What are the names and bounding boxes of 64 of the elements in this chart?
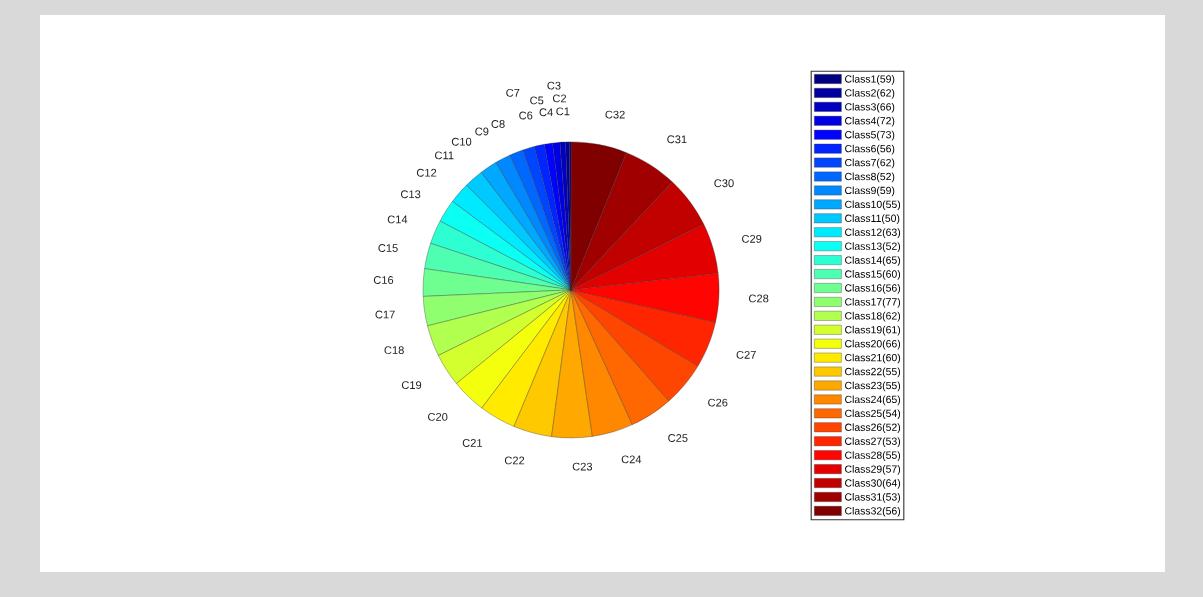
text: C24 bbox=[621, 455, 642, 464]
text: C13 bbox=[400, 190, 421, 199]
legend-label: Class24(65) bbox=[845, 395, 901, 406]
text: C16 bbox=[373, 276, 394, 284]
legend-label: Class10(55) bbox=[845, 200, 901, 211]
legend-label: Class27(53) bbox=[845, 437, 901, 447]
text: C31 bbox=[667, 135, 687, 144]
legend-label: Class5(73) bbox=[845, 130, 895, 141]
legend-label: Class4(72) bbox=[845, 116, 895, 127]
text: C23 bbox=[572, 462, 593, 471]
legend-label: Class19(61) bbox=[845, 325, 901, 336]
text: C5 bbox=[530, 96, 544, 105]
legend-label: Class31(53) bbox=[845, 492, 901, 503]
text: C11 bbox=[435, 151, 454, 160]
text: C8 bbox=[491, 120, 505, 128]
legend-label: Class1(59) bbox=[845, 75, 895, 85]
text: C15 bbox=[378, 244, 398, 252]
text: C4 bbox=[539, 108, 553, 117]
text: C12 bbox=[416, 168, 437, 177]
legend-label: Class28(55) bbox=[845, 451, 901, 461]
legend-label: Class3(66) bbox=[845, 102, 895, 113]
text: C18 bbox=[384, 346, 404, 355]
text: C26 bbox=[708, 398, 728, 407]
text: C22 bbox=[504, 456, 525, 465]
text: C6 bbox=[519, 111, 533, 120]
text: C19 bbox=[401, 381, 422, 389]
legend-label: Class14(65) bbox=[845, 256, 901, 266]
legend-label: Class6(56) bbox=[845, 144, 895, 155]
legend-label: Class22(55) bbox=[845, 367, 901, 378]
legend-label: Class29(57) bbox=[845, 465, 901, 475]
text: C20 bbox=[428, 412, 448, 421]
legend-label: Class9(59) bbox=[845, 186, 895, 197]
text: C9 bbox=[475, 127, 489, 136]
text: C25 bbox=[668, 434, 688, 442]
legend-label: Class13(52) bbox=[845, 242, 901, 252]
legend-label: Class32(56) bbox=[845, 506, 901, 517]
text: C3 bbox=[547, 81, 561, 90]
text: C10 bbox=[451, 137, 472, 146]
text: C1 bbox=[556, 107, 570, 116]
legend-label: Class15(60) bbox=[845, 270, 901, 280]
text: C27 bbox=[736, 350, 756, 359]
legend-label: Class18(62) bbox=[845, 311, 901, 322]
text: C21 bbox=[462, 439, 483, 447]
legend-label: Class16(56) bbox=[845, 284, 901, 294]
legend-label: Class20(66) bbox=[845, 339, 901, 350]
text: C28 bbox=[749, 294, 769, 303]
legend-label: Class11(50) bbox=[845, 214, 900, 225]
text: C30 bbox=[714, 179, 734, 188]
text: C32 bbox=[605, 110, 625, 119]
legend-label: Class17(77) bbox=[845, 297, 901, 308]
legend-label: Class2(62) bbox=[845, 88, 895, 99]
legend-label: Class12(63) bbox=[845, 228, 901, 238]
legend-label: Class30(64) bbox=[845, 479, 901, 489]
legend-label: Class8(52) bbox=[845, 172, 895, 183]
text: C14 bbox=[387, 215, 408, 224]
legend-label: Class25(54) bbox=[845, 409, 901, 420]
legend-label: Class21(60) bbox=[845, 353, 901, 364]
text: C7 bbox=[506, 88, 520, 97]
text: C17 bbox=[375, 310, 395, 319]
text: C29 bbox=[742, 234, 762, 243]
text: C2 bbox=[552, 94, 567, 103]
legend-label: Class26(52) bbox=[845, 423, 901, 434]
legend-label: Class7(62) bbox=[845, 158, 895, 169]
legend-label: Class23(55) bbox=[845, 381, 901, 392]
